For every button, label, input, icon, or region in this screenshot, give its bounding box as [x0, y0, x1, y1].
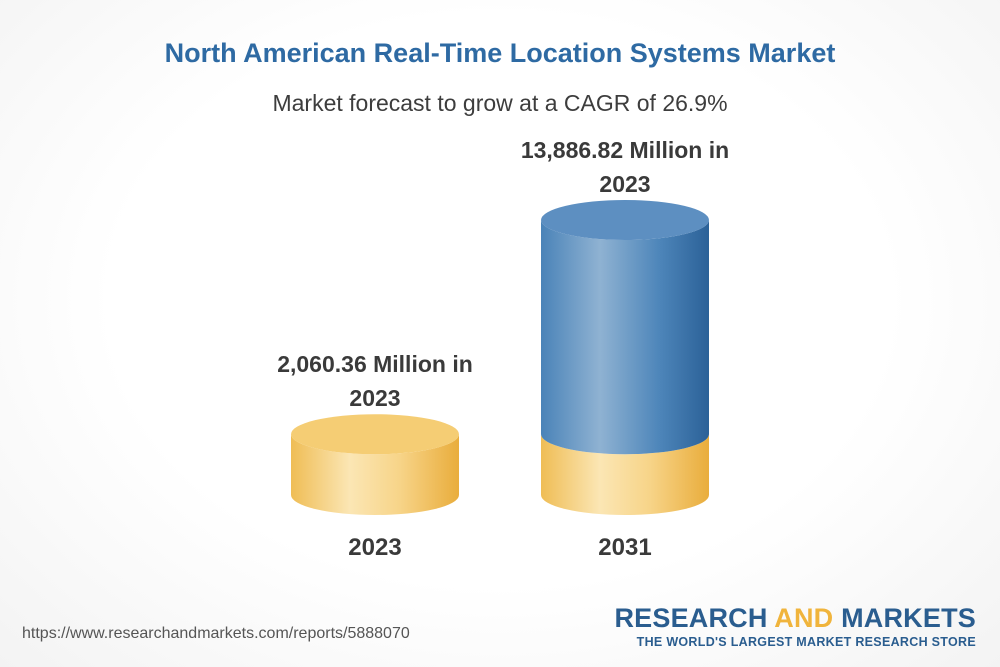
bar-base-segment	[291, 434, 459, 515]
bar-top-cap	[541, 200, 709, 240]
bar-base-segment	[541, 434, 709, 515]
data-label: 2,060.36 Million in 2023	[277, 351, 473, 411]
chart-subtitle: Market forecast to grow at a CAGR of 26.…	[272, 90, 728, 116]
bar-top-cap	[291, 414, 459, 455]
category-label: 2031	[598, 534, 651, 561]
bar-2031	[541, 200, 709, 515]
category-label: 2023	[348, 534, 401, 561]
brand-tagline: THE WORLD'S LARGEST MARKET RESEARCH STOR…	[636, 635, 976, 649]
data-label: 13,886.82 Million in 2023	[521, 137, 729, 197]
bar-2023	[291, 414, 459, 515]
source-url[interactable]: https://www.researchandmarkets.com/repor…	[22, 625, 410, 642]
chart-title: North American Real-Time Location System…	[164, 38, 836, 68]
brand-name: RESEARCH AND MARKETS	[614, 603, 976, 633]
brand-logo: RESEARCH AND MARKETS THE WORLD'S LARGEST…	[614, 603, 976, 649]
bar-growth-segment	[541, 220, 709, 455]
